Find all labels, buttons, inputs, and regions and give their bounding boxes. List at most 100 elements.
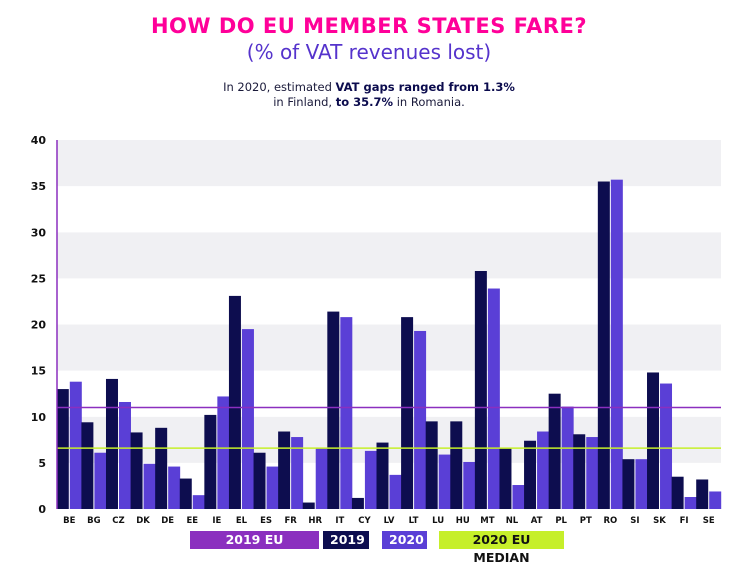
bar-2019-ie [204,414,217,509]
bar-2019-ro [597,181,610,509]
legend-2020-median: 2020 EU MEDIAN [439,531,564,565]
bar-2020-ee [192,495,205,509]
x-tick-label: DE [161,516,174,526]
grid-band [57,416,721,463]
bar-2019-bg [81,422,94,509]
y-axis-ticks: 0 5 10 15 20 25 30 35 40 [31,134,47,516]
bar-2019-si [622,459,635,509]
bar-2019-ee [179,478,192,509]
bar-2020-hr [315,448,328,509]
x-tick-label: CY [358,516,371,526]
bar-2019-lt [401,317,414,509]
x-tick-label: FI [680,516,689,526]
x-axis-labels: BE BG CZ DK DE EE IE EL ES FR HR IT CY LV LT LU HU MT NL AT… [63,516,715,526]
bar-2019-fi [671,476,684,509]
bar-2019-lv [376,442,389,509]
chart-subtitle: (% of VAT revenues lost) [246,40,492,64]
bar-2019-sk [647,372,660,509]
y-tick-label: 5 [38,457,46,470]
x-tick-label: AT [531,516,543,526]
x-tick-label: HU [456,516,470,526]
grid-band [57,186,721,233]
bar-2019-dk [130,432,143,509]
x-tick-label: IT [335,516,344,526]
x-tick-label: SI [630,516,639,526]
description-text-3: in Romania. [393,95,465,109]
bar-2020-ro [610,179,623,510]
bar-2020-be [69,381,82,509]
bar-2019-cy [351,497,364,509]
x-tick-label: BG [87,516,100,526]
bar-2020-de [168,466,181,509]
chart-description: In 2020, estimated VAT gaps ranged from … [0,80,738,110]
bar-2020-pl [561,406,574,509]
grid-band [57,462,721,509]
x-tick-label: RO [603,516,617,526]
y-tick-label: 0 [38,503,46,516]
bar-2020-pt [586,437,599,509]
x-tick-label: LT [409,516,419,526]
description-bold-1: VAT gaps ranged from 1.3% [335,80,515,94]
x-tick-label: PT [580,516,592,526]
bar-2020-sk [660,383,673,509]
bar-2020-fi [684,497,697,509]
x-tick-label: CZ [112,516,124,526]
grid-band [57,324,721,371]
bar-2020-at [537,431,550,509]
bar-2020-dk [143,463,156,509]
description-text-1: In 2020, estimated [223,80,336,94]
y-tick-label: 15 [31,365,46,378]
x-tick-label: SE [703,516,715,526]
bar-2019-se [696,479,709,509]
description-bold-2: to 35.7% [335,95,394,109]
grid-band [57,278,721,325]
legend-2020: 2020 [382,531,427,549]
bar-2019-nl [499,448,512,509]
legend-2019-median: 2019 EU MEDIAN [190,531,319,565]
bar-2019-el [228,295,241,509]
bar-2020-el [241,329,254,509]
bar-2020-lu [438,454,451,509]
bar-2019-be [56,389,69,509]
bar-2019-hu [450,421,463,509]
bar-2020-lv [389,474,402,509]
bar-2020-mt [487,288,500,509]
x-tick-label: SK [653,516,666,526]
grid-band [57,370,721,417]
bar-2020-si [635,459,648,509]
bar-2019-cz [105,378,118,509]
bar-2019-mt [474,270,487,509]
x-tick-label: IE [212,516,221,526]
bar-2020-bg [94,452,107,509]
x-tick-label: EL [236,516,248,526]
bar-2020-lt [414,330,427,509]
median-lines [57,406,721,449]
y-tick-label: 25 [31,272,46,285]
bar-2019-lu [425,421,438,509]
x-tick-label: FR [284,516,297,526]
bar-2019-es [253,452,266,509]
bar-2020-cy [364,450,377,509]
y-tick-label: 20 [31,319,47,332]
x-tick-label: DK [136,516,150,526]
bar-2020-hu [463,461,476,509]
bar-2019-pt [573,434,586,509]
chart-title: HOW DO EU MEMBER STATES FARE? [150,14,588,38]
bar-2020-es [266,466,279,509]
bar-2019-pl [548,393,561,509]
bar-2020-nl [512,485,525,509]
bar-2019-hr [302,502,315,509]
description-text-2: in Finland, [273,95,336,109]
x-tick-label: HR [308,516,322,526]
x-tick-label: ES [260,516,272,526]
bar-2020-se [709,491,722,509]
x-tick-label: LU [432,516,444,526]
y-tick-label: 10 [31,411,47,424]
y-tick-label: 40 [31,134,47,147]
bar-2019-it [327,311,340,509]
bar-2019-de [155,427,168,509]
bar-2019-fr [278,431,291,509]
x-tick-label: LV [384,516,395,526]
grid-band [57,140,721,187]
x-tick-label: EE [186,516,198,526]
